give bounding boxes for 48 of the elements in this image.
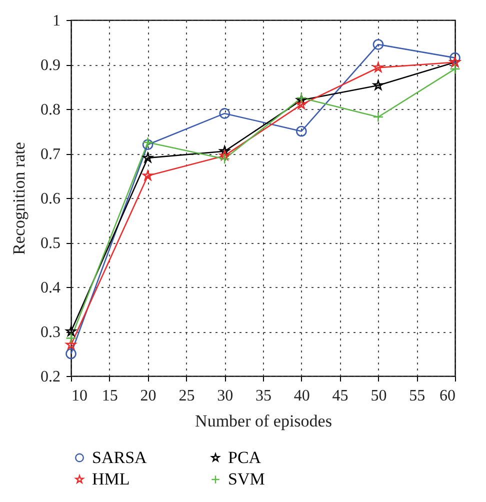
point <box>142 139 154 150</box>
point <box>66 332 76 344</box>
point <box>373 80 384 90</box>
x-tick-label: 40 <box>294 388 310 404</box>
x-tick-label: 50 <box>370 388 387 404</box>
x-tick-label: 30 <box>217 388 234 404</box>
y-axis-title: Recognition rate <box>10 142 28 255</box>
y-tick-label: 0.6 <box>40 190 60 208</box>
x-tick-label: 55 <box>409 388 426 404</box>
point <box>142 152 153 162</box>
point <box>66 326 76 336</box>
point <box>66 339 76 350</box>
x-tick-label: 25 <box>178 388 195 404</box>
y-tick-label: 0.3 <box>40 324 60 341</box>
point <box>372 39 384 50</box>
legend-label: PCA <box>228 448 262 467</box>
point <box>142 136 154 148</box>
point <box>219 108 230 119</box>
point <box>450 52 460 64</box>
point <box>296 99 307 110</box>
point <box>450 64 460 74</box>
y-tick-label: 0.7 <box>40 146 60 163</box>
legend-label: SARSA <box>92 448 148 467</box>
point <box>296 92 307 104</box>
legend-label: SVM <box>228 470 265 488</box>
y-tick-label: 0.9 <box>40 57 60 74</box>
point <box>142 170 153 180</box>
y-tick-label: 0.2 <box>40 368 60 386</box>
x-tick-label: 10 <box>72 388 88 404</box>
point <box>373 62 384 72</box>
point <box>296 126 307 137</box>
x-tick-label: 20 <box>140 388 156 404</box>
y-tick-label: 0.4 <box>40 280 60 296</box>
y-tick-label: 0.8 <box>40 102 60 118</box>
point <box>219 153 230 164</box>
x-tick-label: 45 <box>332 388 348 404</box>
y-tick-label: 0.5 <box>40 235 60 252</box>
point <box>296 94 307 105</box>
point <box>219 150 230 160</box>
x-axis-title: Number of episodes <box>195 412 332 430</box>
x-tick-label: 15 <box>102 388 118 404</box>
x-tick-label: 35 <box>256 388 272 404</box>
point <box>372 112 384 122</box>
y-tick-label: 1 <box>52 12 60 30</box>
x-tick-label: 60 <box>440 388 456 404</box>
legend-label: HML <box>92 470 130 488</box>
point <box>66 348 76 360</box>
point <box>219 146 230 156</box>
